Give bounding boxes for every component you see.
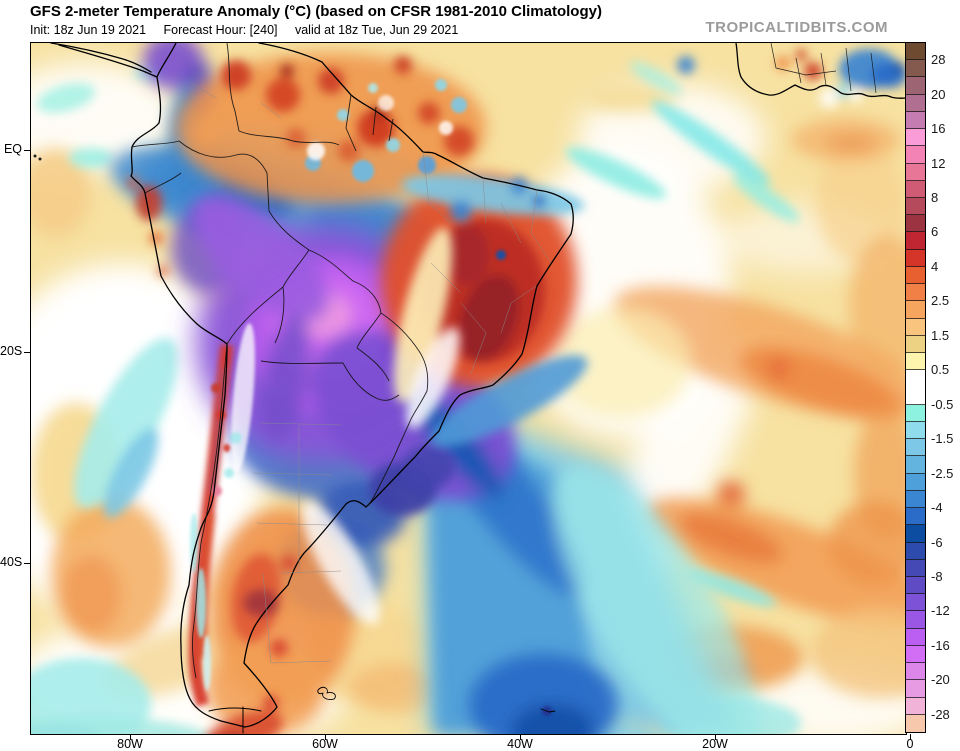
colorbar-segment: [906, 714, 925, 732]
colorbar-segment: [906, 215, 925, 233]
anomaly-map-canvas: [31, 43, 906, 734]
colorbar-segment: [906, 163, 925, 181]
lon-tick-label: 60W: [312, 737, 338, 751]
colorbar-segment: [906, 611, 925, 629]
lon-tick-mark: [715, 734, 716, 740]
colorbar-tick-label: -1.5: [931, 431, 954, 447]
colorbar-segment: [906, 421, 925, 440]
lon-tick-mark: [130, 734, 131, 740]
lon-tick-label: 20W: [702, 737, 728, 751]
colorbar-segment: [906, 370, 925, 405]
colorbar-labels: 28 20 16 12 8 6 4 2.5 1.5 0.5 -0.5 -1.5 -2.5 -4 -6 -8 -1…: [931, 42, 960, 733]
colorbar-tick-label: -16: [931, 637, 950, 653]
lat-tick-label: EQ: [3, 142, 22, 156]
colorbar-tick-label: 8: [931, 190, 939, 206]
colorbar-tick-label: 1.5: [931, 327, 950, 343]
colorbar-tick-label: 20: [931, 86, 946, 102]
colorbar-segment: [906, 318, 925, 336]
colorbar-segment: [906, 146, 925, 164]
colorbar-tick-label: -28: [931, 706, 950, 722]
colorbar-segment: [906, 43, 925, 61]
colorbar-segment: [906, 525, 925, 543]
colorbar-tick-label: 0.5: [931, 362, 950, 378]
cool-ocean-patches: [31, 56, 801, 734]
colorbar-segment: [906, 60, 925, 78]
colorbar-segment: [906, 198, 925, 216]
colorbar-segment: [906, 628, 925, 646]
colorbar-segment: [906, 645, 925, 664]
colorbar-tick-label: -20: [931, 672, 950, 688]
lon-tick-label: 80W: [117, 737, 143, 751]
colorbar-segment: [906, 542, 925, 560]
lat-tick-label: 20S: [0, 344, 23, 358]
cold-detail-patches: [190, 79, 588, 716]
colorbar-segment: [906, 180, 925, 199]
state-borders: [190, 82, 552, 664]
colorbar-segment: [906, 111, 925, 130]
colorbar-segment: [906, 249, 925, 267]
lon-tick-mark: [325, 734, 326, 740]
colorbar-tick-label: 12: [931, 155, 946, 171]
colorbar-segment: [906, 335, 925, 354]
colorbar-segment: [906, 508, 925, 526]
colorbar-segment: [906, 284, 925, 302]
colorbar-segment: [906, 576, 925, 595]
init-time: Init: 18z Jun 19 2021: [30, 23, 147, 37]
tropicaltidbits-logo: TROPICALTIDBITS.COM: [705, 19, 888, 36]
lat-tick-mark: [24, 351, 30, 353]
colorbar-tick-label: 28: [931, 52, 946, 68]
colorbar-segment: [906, 301, 925, 319]
colorbar-segment: [906, 490, 925, 509]
map-title: GFS 2-meter Temperature Anomaly (°C) (ba…: [30, 3, 602, 20]
colorbar-segment: [906, 663, 925, 681]
map-subtitle: Init: 18z Jun 19 2021 Forecast Hour: [24…: [30, 23, 472, 37]
colorbar-segment: [906, 266, 925, 285]
colorbar-tick-label: -0.5: [931, 396, 954, 412]
colorbar-tick-label: -2.5: [931, 465, 954, 481]
colorbar: [905, 42, 926, 733]
colorbar-segment: [906, 94, 925, 112]
country-borders: [131, 43, 877, 679]
colorbar-segment: [906, 594, 925, 612]
colorbar-tick-label: 4: [931, 258, 939, 274]
valid-time: valid at 18z Tue, Jun 29 2021: [294, 23, 459, 37]
colorbar-segment: [906, 439, 925, 457]
forecast-hour: Forecast Hour: [240]: [163, 23, 278, 37]
colorbar-tick-label: -8: [931, 568, 943, 584]
colorbar-tick-label: 2.5: [931, 293, 950, 309]
colorbar-segment: [906, 697, 925, 715]
colorbar-tick-label: 6: [931, 224, 939, 240]
colorbar-segment: [906, 559, 925, 577]
lat-tick-mark: [24, 562, 30, 564]
colorbar-tick-label: -12: [931, 603, 950, 619]
colorbar-tick-label: 16: [931, 121, 946, 137]
lon-tick-mark: [520, 734, 521, 740]
lat-tick-mark: [24, 149, 30, 151]
colorbar-segment: [906, 77, 925, 95]
colorbar-segment: [906, 129, 925, 147]
colorbar-segment: [906, 680, 925, 698]
colorbar-tick-label: -4: [931, 500, 943, 516]
lon-tick-label: 0: [906, 737, 914, 751]
colorbar-segment: [906, 404, 925, 422]
lon-tick-mark: [910, 734, 911, 740]
colorbar-tick-label: -6: [931, 534, 943, 550]
colorbar-segment: [906, 473, 925, 491]
colorbar-segment: [906, 232, 925, 250]
lon-tick-label: 40W: [507, 737, 533, 751]
colorbar-segment: [906, 353, 925, 371]
lat-tick-label: 40S: [0, 555, 23, 569]
map-frame: [30, 42, 907, 735]
colorbar-segment: [906, 456, 925, 474]
